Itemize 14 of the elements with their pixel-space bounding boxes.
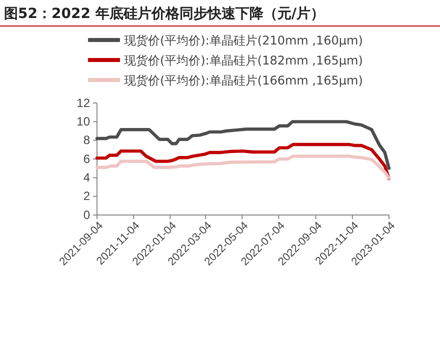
y-tick-label: 10	[76, 114, 90, 129]
line-series	[95, 154, 391, 180]
line-series	[95, 120, 391, 170]
y-tick-label: 0	[83, 208, 90, 222]
y-tick-label: 4	[83, 170, 90, 185]
y-tick-label: 2	[83, 189, 90, 204]
legend-label: 现货价(平均价):单晶硅片(166mm ,165μm)	[124, 74, 363, 88]
y-tick-label: 8	[83, 133, 90, 148]
chart-title: 图52：2022 年底硅片价格同步快速下降（元/片）	[4, 5, 324, 22]
line-series	[95, 142, 391, 180]
legend-label: 现货价(平均价):单晶硅片(182mm ,165μm)	[124, 54, 363, 68]
y-tick-label: 6	[83, 152, 90, 166]
y-tick-label: 12	[76, 96, 90, 110]
legend-label: 现货价(平均价):单晶硅片(210mm ,160μm)	[124, 34, 363, 48]
